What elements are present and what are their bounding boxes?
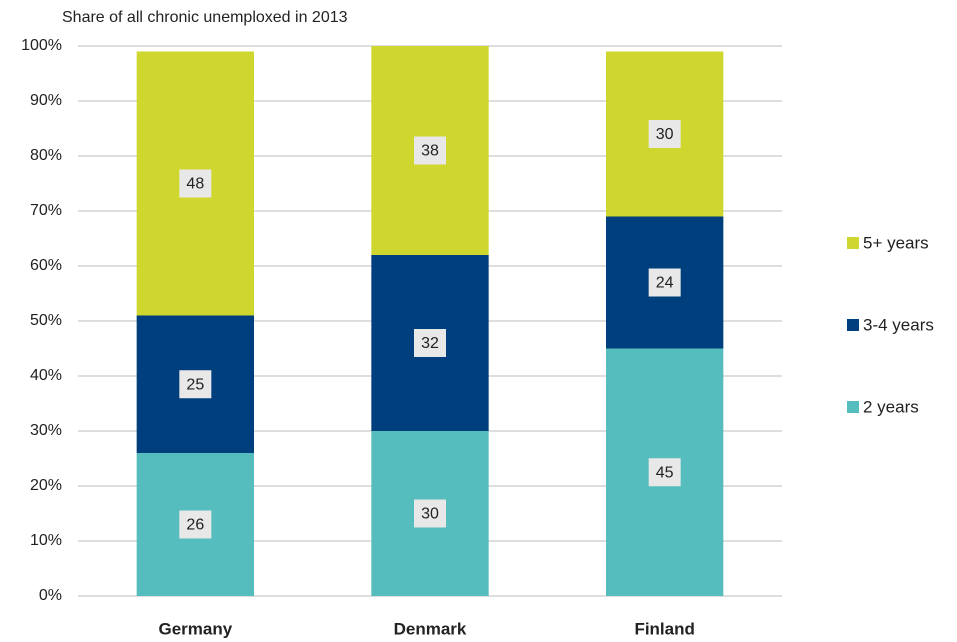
data-label: 48 — [186, 176, 204, 193]
chart-title: Share of all chronic unemploxed in 2013 — [62, 9, 348, 26]
legend-swatch — [847, 319, 859, 331]
data-label-box — [179, 370, 212, 399]
y-tick-label: 0% — [39, 587, 62, 604]
data-label-box — [648, 120, 681, 148]
y-tick-label: 50% — [30, 312, 62, 329]
data-label-box — [414, 499, 446, 528]
data-label-box — [179, 169, 212, 198]
y-tick-label: 60% — [30, 257, 62, 274]
legend-swatch — [847, 237, 859, 249]
data-label-box — [648, 458, 681, 487]
y-tick-label: 30% — [30, 422, 62, 439]
data-label-box — [648, 268, 681, 297]
y-tick-label: 100% — [21, 37, 62, 54]
data-label: 32 — [421, 335, 439, 352]
x-tick-label: Germany — [158, 619, 232, 638]
y-tick-label: 90% — [30, 92, 62, 109]
legend-label: 3-4 years — [863, 315, 934, 334]
legend-swatch — [847, 401, 859, 413]
data-label: 25 — [186, 376, 204, 393]
data-label-box — [414, 136, 446, 165]
legend-label: 2 years — [863, 397, 919, 416]
data-label-box — [179, 510, 212, 539]
data-label: 45 — [656, 464, 674, 481]
data-label: 30 — [656, 126, 674, 143]
data-label: 38 — [421, 143, 439, 160]
y-tick-label: 80% — [30, 147, 62, 164]
y-tick-label: 70% — [30, 202, 62, 219]
data-label: 30 — [421, 506, 439, 523]
data-label: 24 — [656, 275, 674, 292]
x-tick-label: Finland — [634, 619, 694, 638]
x-tick-label: Denmark — [394, 619, 467, 638]
y-tick-label: 20% — [30, 477, 62, 494]
y-tick-label: 40% — [30, 367, 62, 384]
data-label-box — [414, 329, 446, 357]
y-tick-label: 10% — [30, 532, 62, 549]
legend-label: 5+ years — [863, 233, 929, 252]
data-label: 26 — [186, 517, 204, 534]
